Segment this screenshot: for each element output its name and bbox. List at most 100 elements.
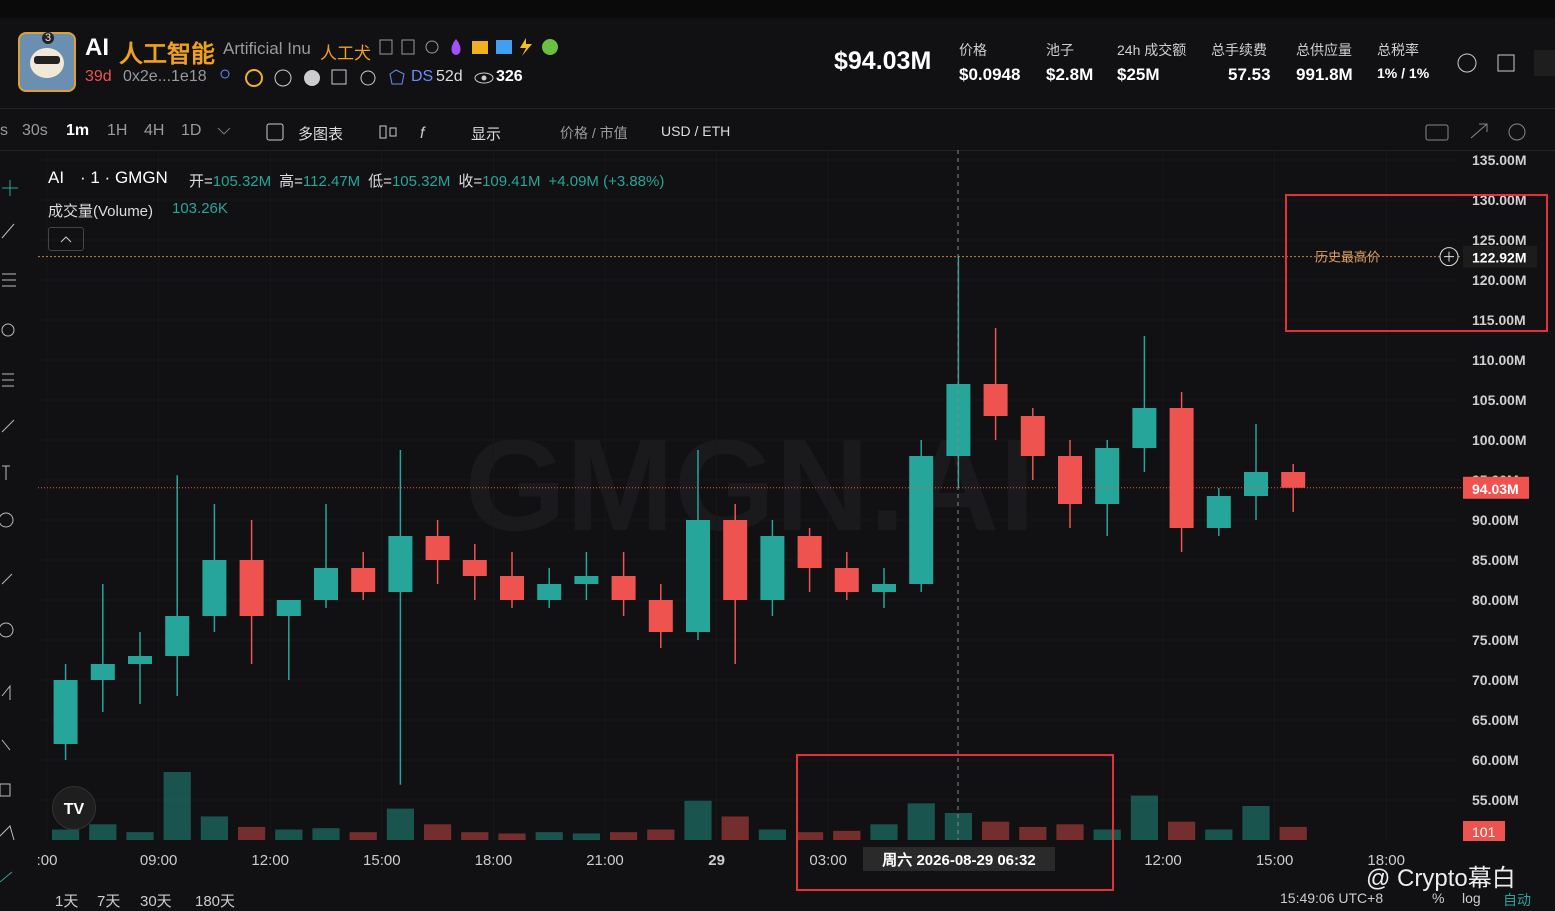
icon[interactable]	[496, 40, 512, 54]
button[interactable]	[1534, 50, 1555, 76]
chart-tools[interactable]	[1424, 120, 1534, 144]
icon[interactable]	[542, 39, 558, 55]
interval[interactable]: 1m	[66, 122, 90, 139]
volume-bar	[1168, 821, 1196, 840]
symbol: AI	[85, 34, 109, 61]
volume-bar	[610, 832, 638, 840]
readout-value: 105.32M	[391, 173, 451, 190]
left-tools[interactable]	[0, 160, 22, 902]
icon[interactable]	[1425, 124, 1449, 141]
y-tick-label: 80.00M	[1472, 592, 1519, 608]
icon[interactable]	[451, 39, 461, 55]
icon[interactable]	[389, 69, 405, 85]
icon[interactable]	[1470, 123, 1488, 139]
pct-toggle[interactable]: %	[1432, 890, 1445, 906]
badge: 3	[42, 32, 55, 44]
volume-bar	[461, 832, 489, 840]
volume-bar	[1130, 795, 1158, 840]
icon[interactable]	[1508, 123, 1526, 141]
candle-body	[1132, 408, 1157, 448]
volume-bar	[1019, 826, 1047, 840]
icon[interactable]	[401, 39, 415, 55]
auto-toggle[interactable]: 自动	[1503, 892, 1531, 908]
candle-body	[351, 568, 376, 592]
toolbar-icons[interactable]: f	[210, 122, 460, 142]
icon[interactable]: f	[420, 125, 426, 142]
icon[interactable]	[360, 70, 376, 86]
button[interactable]	[1457, 53, 1477, 73]
readout-label: 低=	[368, 173, 392, 190]
volume-bar	[647, 829, 675, 840]
display[interactable]: 显示	[471, 126, 502, 143]
header-buttons[interactable]	[1456, 50, 1555, 76]
candle-body	[686, 520, 710, 632]
x-tick-label: 09:00	[140, 852, 178, 869]
icon[interactable]	[472, 41, 488, 54]
volume-bar	[870, 824, 898, 840]
readout-value: +4.09M (+3.88%)	[548, 173, 665, 190]
candle-body	[1206, 496, 1231, 528]
icon[interactable]	[304, 70, 320, 86]
tv-logo[interactable]: TV	[52, 786, 96, 830]
interval[interactable]: s	[0, 122, 8, 139]
interval[interactable]: 1H	[107, 122, 128, 139]
stat-value: 57.53	[1228, 65, 1271, 84]
log-toggle[interactable]: log	[1462, 890, 1481, 906]
volume-bar	[498, 833, 526, 840]
candle-body	[834, 568, 859, 592]
icon[interactable]	[220, 69, 230, 79]
candle-body	[983, 384, 1008, 416]
alias: 人工犬	[320, 44, 371, 63]
volume-bar	[386, 808, 414, 840]
checkbox[interactable]	[266, 123, 284, 141]
ohlc-readout: 开=105.32M 高=112.47M 低=105.32M 收=109.41M +4.0…	[189, 170, 672, 191]
range-button[interactable]: 1天	[55, 893, 79, 910]
interval[interactable]: 30s	[22, 122, 48, 139]
icon[interactable]	[379, 39, 393, 55]
icon[interactable]	[331, 69, 347, 85]
candle-body	[500, 576, 524, 600]
row-icons[interactable]	[214, 66, 410, 90]
candle-body	[425, 536, 450, 560]
candle-body	[1020, 416, 1045, 456]
range-button[interactable]: 7天	[97, 893, 121, 910]
volume-bar	[721, 816, 749, 840]
volume-bar	[833, 830, 861, 840]
address[interactable]: 0x2e...1e18	[123, 68, 207, 85]
readout-value: 105.32M	[212, 173, 272, 190]
icon[interactable]	[520, 38, 532, 56]
header-icons[interactable]	[376, 36, 566, 58]
range-button[interactable]: 180天	[195, 893, 236, 910]
eye-icon	[474, 72, 494, 84]
volume-bar	[1242, 806, 1270, 840]
icon[interactable]	[217, 127, 231, 135]
candle-body	[1058, 456, 1082, 504]
icon[interactable]	[379, 125, 387, 139]
y-tick-label: 100.00M	[1472, 432, 1526, 448]
multi-chart[interactable]: 多图表	[298, 126, 344, 143]
icon[interactable]	[425, 40, 439, 54]
currency[interactable]: USD / ETH	[661, 123, 731, 139]
volume-bar	[982, 821, 1010, 840]
mode[interactable]: 价格 / 市值	[560, 125, 628, 141]
candle-body	[314, 568, 338, 600]
y-tick-label: 135.00M	[1472, 152, 1526, 168]
x-tick-label: 29	[708, 852, 725, 869]
token-avatar[interactable]	[18, 32, 76, 92]
candle-body	[537, 584, 562, 600]
volume-bar	[89, 824, 117, 840]
icon[interactable]	[389, 127, 397, 137]
x-tick-label: 12:00	[1144, 852, 1182, 869]
icon[interactable]	[274, 69, 292, 87]
candle-body	[388, 536, 413, 592]
interval[interactable]: 4H	[144, 122, 165, 139]
interval[interactable]: 1D	[181, 122, 202, 139]
collapse-button[interactable]	[48, 227, 84, 251]
volume-label-bg	[1463, 821, 1505, 841]
icon[interactable]	[245, 69, 263, 87]
tool-icons[interactable]	[0, 180, 18, 883]
crosshair-label-bg	[863, 847, 1055, 871]
button[interactable]	[1497, 54, 1515, 72]
readout-value: 112.47M	[302, 173, 361, 190]
range-button[interactable]: 30天	[140, 893, 172, 910]
